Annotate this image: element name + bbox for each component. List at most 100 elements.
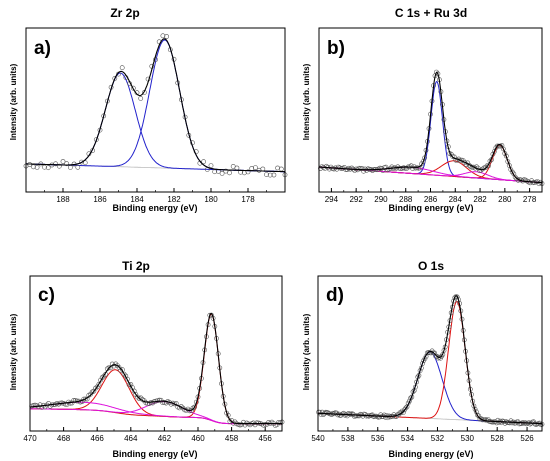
panel-b-envelope	[318, 71, 542, 184]
panel-d-data-point	[316, 409, 321, 415]
panel-b-data-point	[408, 163, 414, 169]
panel-a-data-point	[230, 163, 236, 169]
panel-a-data-point	[267, 172, 273, 178]
panel-b-xtick-label: 292	[349, 195, 363, 204]
panel-c-data-point	[240, 419, 246, 425]
panel-d-data-point	[421, 358, 427, 363]
panel-d-data-point	[337, 413, 343, 418]
panel-d-label: d)	[326, 285, 344, 306]
panel-d-data-point	[344, 413, 350, 419]
panel-c-title: Ti 2p	[122, 259, 150, 273]
panel-a-plot	[23, 33, 288, 178]
panel-b-data-point	[494, 143, 500, 149]
panel-a-xtick-label: 188	[56, 195, 70, 204]
panel-d-data-point	[424, 350, 430, 356]
panel-c-component-2	[30, 313, 282, 425]
panel-b-data-point	[419, 161, 424, 167]
panel-c-data-point	[32, 402, 38, 408]
panel-a-data-point	[31, 164, 36, 170]
panel-d: O 1s Intensity (arb. units) Binding ener…	[302, 259, 545, 459]
panel-a-data-point	[208, 163, 214, 168]
panel-c-data-point	[99, 375, 105, 380]
panel-c-xtick-label: 458	[225, 434, 239, 443]
panel-d-data-point	[538, 422, 544, 428]
panel-c-data-point	[269, 419, 275, 425]
panel-a-data-point	[164, 34, 169, 39]
panel-a-data-point	[219, 170, 225, 176]
panel-a-title: Zr 2p	[110, 6, 139, 20]
panel-b-ylabel: Intensity (arb. units)	[302, 63, 311, 140]
panel-d-xtick-label: 538	[341, 434, 355, 443]
panel-a-xtick-label: 184	[130, 195, 144, 204]
panel-d-xtick-label: 530	[461, 434, 475, 443]
panel-c-xtick-label: 468	[57, 434, 71, 443]
panel-a-data-point	[79, 159, 84, 165]
panel-d-component-2	[318, 301, 542, 425]
panel-d-xtick-label: 528	[491, 434, 505, 443]
panel-b-xtick-label: 290	[374, 195, 388, 204]
panel-d-data-point	[436, 354, 442, 360]
panel-b-data-point	[399, 165, 405, 171]
panel-a-data-point	[249, 166, 255, 171]
panel-a-data-point	[64, 161, 70, 167]
panel-c-data-point	[187, 408, 192, 414]
panel-a: Zr 2p Intensity (arb. units) Binding ene…	[9, 6, 288, 213]
panel-d-data-point	[479, 417, 485, 423]
panel-b-xtick-label: 278	[523, 195, 537, 204]
panel-d-xtick-label: 532	[431, 434, 445, 443]
panel-d-xtick-label: 526	[520, 434, 534, 443]
panel-d-xtick-label: 540	[311, 434, 325, 443]
panel-a-component-1	[26, 72, 285, 173]
panel-a-data-point	[264, 172, 269, 177]
panel-d-xtick-label: 534	[401, 434, 415, 443]
panel-c-data-point	[83, 396, 88, 402]
panel-c-data-point	[42, 404, 48, 410]
panel-c-frame	[29, 275, 283, 432]
panel-c-data-point	[264, 421, 270, 427]
panel-d-xlabel: Binding energy (eV)	[388, 449, 473, 459]
panel-c-data-point	[161, 399, 167, 405]
panel-a-data-point	[252, 165, 258, 170]
panel-d-data-point	[330, 410, 336, 416]
panel-d-data-point	[409, 394, 415, 400]
panel-d-data-point	[452, 295, 458, 301]
panel-c-xtick-label: 470	[23, 434, 37, 443]
panel-a-label: a)	[34, 38, 51, 59]
panel-c-axis: 470 468 466 464 462 460 458 456	[23, 427, 283, 443]
panel-b-data-point	[361, 168, 366, 174]
panel-a-data-point	[119, 65, 125, 71]
panel-d-data-point	[476, 413, 482, 419]
panel-a-data-point	[82, 160, 88, 166]
panel-b-label: b)	[327, 38, 345, 59]
panel-a-xtick-label: 178	[241, 195, 255, 204]
panel-b-plot	[318, 69, 545, 187]
panel-b-title: C 1s + Ru 3d	[395, 6, 467, 20]
panel-c-data-point	[109, 361, 115, 367]
panel-c-xtick-label: 462	[158, 434, 172, 443]
panel-c-data-point	[242, 422, 248, 428]
panel-a-data-point	[256, 167, 262, 173]
panel-a-data-point	[68, 164, 73, 170]
panel-d-data-point	[414, 379, 419, 385]
panel-c-envelope	[30, 312, 282, 425]
panel-a-data-point	[130, 85, 136, 91]
panel-c-data-point	[96, 381, 102, 387]
panel-d-data-point	[438, 355, 443, 361]
panel-b-data-point	[487, 158, 493, 164]
panel-c-data-point	[136, 396, 142, 401]
panel-c-data-point	[156, 397, 162, 403]
panel-c-label: c)	[38, 285, 55, 306]
panel-b-axis: 294 292 290 288 286 284 282 280 278	[318, 188, 543, 204]
panel-a-xtick-label: 186	[93, 195, 107, 204]
panel-b-data-point	[521, 177, 527, 183]
panel-b-xlabel: Binding energy (eV)	[388, 203, 473, 213]
panel-a-xlabel: Binding energy (eV)	[112, 203, 197, 213]
panel-d-data-point	[383, 414, 388, 420]
panel-c-ylabel: Intensity (arb. units)	[9, 313, 18, 390]
panel-a-data-point	[42, 164, 47, 170]
panel-c-xtick-label: 466	[91, 434, 105, 443]
panel-b-data-point	[471, 164, 476, 170]
panel-c-data-point	[115, 363, 120, 368]
panel-c-data-point	[121, 371, 127, 377]
